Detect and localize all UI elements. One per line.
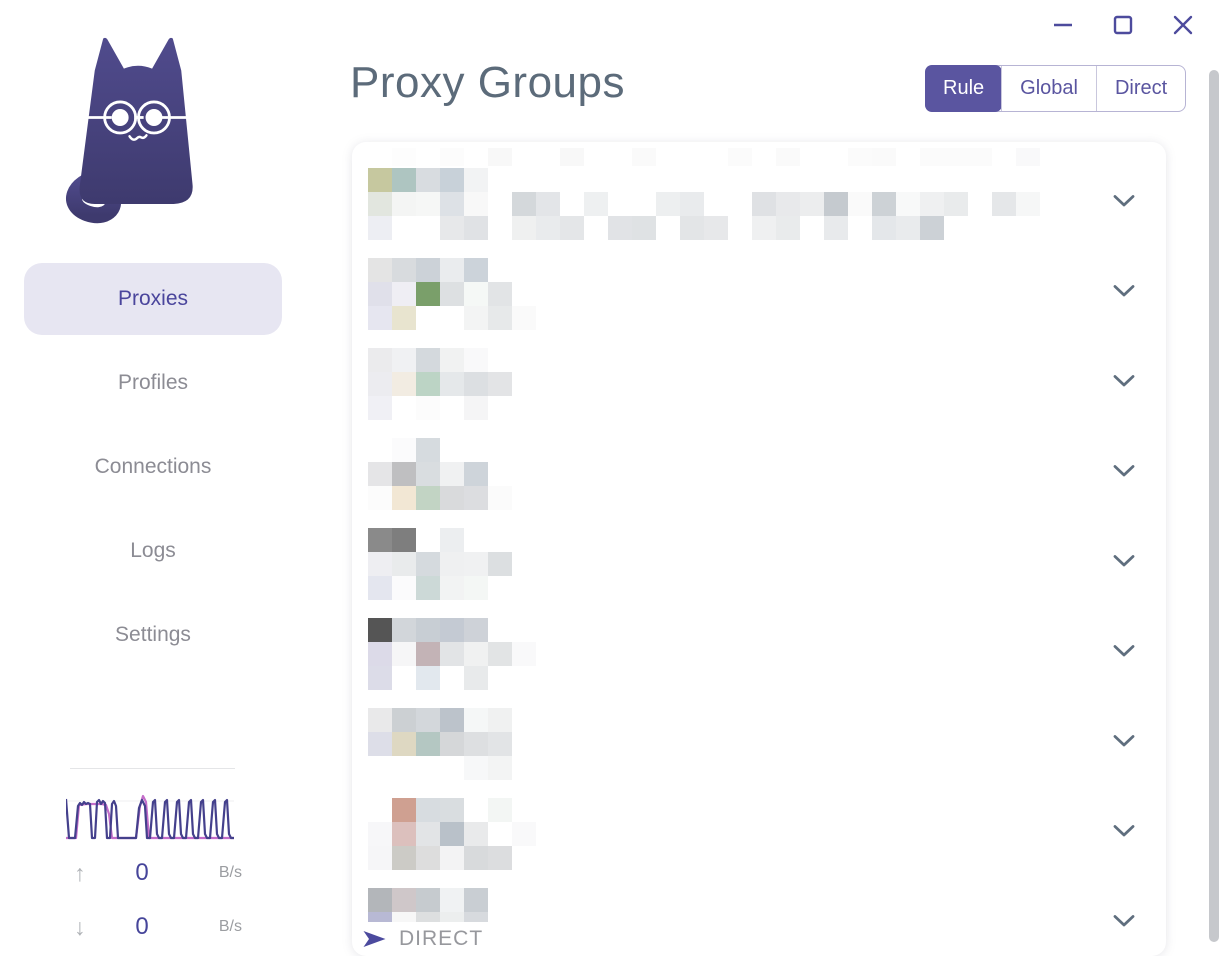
close-button[interactable] xyxy=(1172,14,1194,36)
proxy-item-label: DIRECT xyxy=(399,927,484,950)
chevron-down-icon[interactable] xyxy=(1112,644,1136,658)
redacted-group-name xyxy=(368,348,512,420)
chevron-down-icon[interactable] xyxy=(1112,734,1136,748)
sidebar-item-logs[interactable]: Logs xyxy=(130,539,176,562)
selected-proxy-arrow-icon xyxy=(362,930,387,948)
sidebar: Proxies Profiles Connections Logs Settings ↑… xyxy=(0,0,305,956)
mode-button-direct[interactable]: Direct xyxy=(1095,66,1185,111)
chevron-down-icon[interactable] xyxy=(1112,464,1136,478)
chevron-down-icon[interactable] xyxy=(1112,194,1136,208)
redacted-group-name xyxy=(368,618,536,690)
download-speed-value: 0 xyxy=(135,913,149,940)
mode-button-global[interactable]: Global xyxy=(1001,66,1096,111)
download-stat: ↓ 0 B/s xyxy=(62,912,242,942)
chevron-down-icon[interactable] xyxy=(1112,284,1136,298)
upload-speed-unit: B/s xyxy=(218,864,242,881)
traffic-chart xyxy=(66,794,234,840)
proxy-group-row[interactable] xyxy=(352,156,1166,246)
sidebar-item-proxies[interactable]: Proxies xyxy=(24,263,282,335)
traffic-up-line xyxy=(66,798,234,840)
proxy-group-row[interactable] xyxy=(352,606,1166,696)
sidebar-item-profiles[interactable]: Profiles xyxy=(117,371,189,394)
proxy-group-row[interactable] xyxy=(352,786,1166,876)
proxy-group-row[interactable] xyxy=(352,696,1166,786)
maximize-button[interactable] xyxy=(1112,14,1134,36)
redacted-group-name xyxy=(368,708,512,780)
page-title: Proxy Groups xyxy=(350,58,625,107)
proxy-item-direct[interactable]: DIRECT xyxy=(362,922,483,956)
proxy-group-row[interactable]: DIRECT xyxy=(352,876,1166,956)
sidebar-nav: Proxies Profiles Connections Logs Settings xyxy=(24,263,282,683)
upload-stat: ↑ 0 B/s xyxy=(62,858,242,888)
proxy-group-row[interactable] xyxy=(352,336,1166,426)
group-list: DIRECT xyxy=(352,156,1166,956)
cat-glasses xyxy=(85,100,191,135)
sidebar-item-settings[interactable]: Settings xyxy=(115,623,191,646)
chevron-down-icon[interactable] xyxy=(1112,824,1136,838)
chevron-down-icon[interactable] xyxy=(1112,914,1136,928)
arrow-up-icon: ↑ xyxy=(74,859,86,886)
clash-verge-cat-logo xyxy=(66,37,193,224)
chevron-down-icon[interactable] xyxy=(1112,554,1136,568)
mode-button-rule[interactable]: Rule xyxy=(925,65,1003,112)
window-controls xyxy=(1052,14,1194,36)
proxy-groups-card: DIRECT xyxy=(352,142,1166,956)
redacted-group-name xyxy=(368,438,512,510)
arrow-down-icon: ↓ xyxy=(74,913,86,940)
redacted-header-strip xyxy=(392,148,1064,166)
redacted-group-name xyxy=(368,168,1040,240)
minimize-button[interactable] xyxy=(1052,14,1074,36)
upload-speed-value: 0 xyxy=(135,859,149,886)
redacted-group-name xyxy=(368,528,512,600)
sidebar-item-connections[interactable]: Connections xyxy=(94,455,212,478)
chevron-down-icon[interactable] xyxy=(1112,374,1136,388)
mode-toggle-group: Rule Global Direct xyxy=(925,65,1187,112)
proxy-group-row[interactable] xyxy=(352,246,1166,336)
cat-mouth xyxy=(128,134,148,141)
proxy-group-row[interactable] xyxy=(352,426,1166,516)
scrollbar-thumb[interactable] xyxy=(1209,70,1219,942)
redacted-group-name xyxy=(368,258,536,330)
redacted-group-name xyxy=(368,888,488,922)
proxy-group-row[interactable] xyxy=(352,516,1166,606)
redacted-group-name xyxy=(368,798,536,870)
download-speed-unit: B/s xyxy=(218,918,242,935)
sidebar-divider xyxy=(70,768,235,769)
